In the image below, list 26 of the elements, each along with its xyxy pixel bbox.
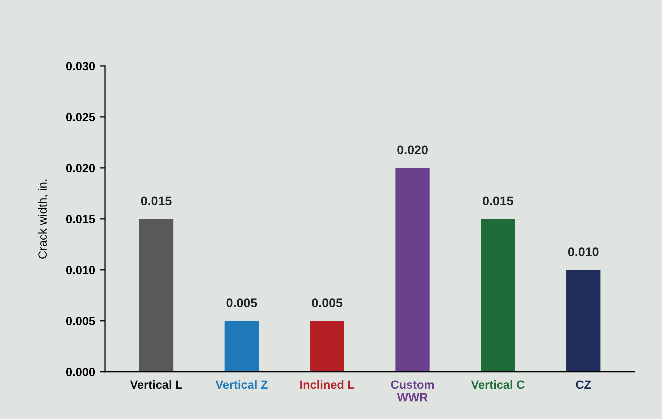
y-tick-label: 0.025	[66, 113, 96, 122]
x-tick-label: CZ	[576, 380, 592, 390]
data-label: 0.010	[568, 248, 599, 257]
x-tick-label: Vertical C	[471, 380, 525, 390]
data-label: 0.015	[483, 196, 514, 206]
y-tick-label: 0.020	[66, 164, 96, 173]
data-label: 0.020	[398, 146, 428, 155]
data-label: 0.005	[226, 298, 258, 308]
bar	[481, 219, 516, 372]
bar	[139, 219, 174, 372]
x-tick-label: Inclined L	[300, 380, 355, 390]
bar	[310, 321, 344, 372]
y-axis-title: Crack width, in.	[38, 180, 48, 259]
y-tick-label: 0.000	[66, 368, 96, 376]
bar	[566, 270, 601, 372]
data-label: 0.015	[141, 196, 172, 206]
bar	[224, 321, 260, 372]
y-tick-label: 0.010	[66, 266, 96, 275]
x-tick-label: Vertical Z	[216, 380, 268, 390]
x-tick-label: Vertical L	[130, 380, 182, 390]
y-tick-label: 0.030	[66, 62, 96, 71]
y-tick-label: 0.005	[66, 317, 96, 326]
x-tick-label: Custom WWR	[391, 380, 434, 402]
data-label: 0.005	[312, 298, 343, 308]
y-tick-label: 0.015	[66, 215, 96, 224]
bar	[396, 168, 430, 372]
